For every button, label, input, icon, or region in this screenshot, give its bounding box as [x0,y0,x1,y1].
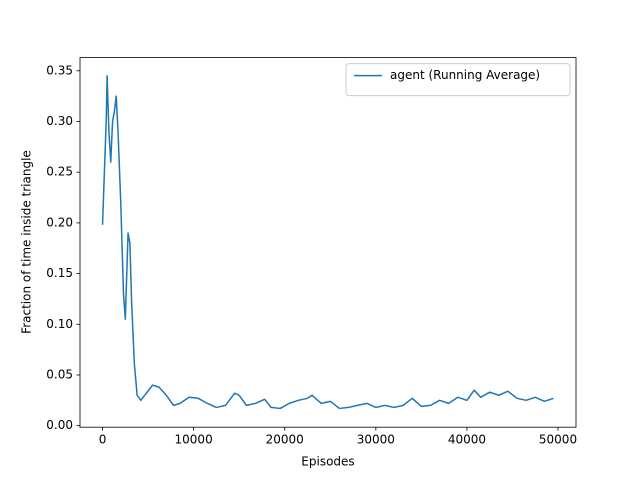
y-tick-label: 0.10 [46,317,73,331]
x-tick-label: 30000 [357,433,395,447]
x-tick-label: 10000 [175,433,213,447]
x-tick-label: 0 [99,433,107,447]
legend-label: agent (Running Average) [390,68,540,82]
plot-frame [79,57,577,428]
y-tick-label: 0.30 [46,114,73,128]
y-tick-label: 0.15 [46,266,73,280]
line [101,75,554,410]
x-tick-label: 50000 [539,433,577,447]
y-tick-label: 0.25 [46,165,73,179]
y-tick-label: 0.00 [46,418,73,432]
legend-box [345,63,571,97]
y-tick-label: 0.20 [46,215,73,229]
y-tick-label: 0.35 [46,63,73,77]
x-tick-label: 40000 [448,433,486,447]
x-axis-label: Episodes [301,455,354,469]
y-axis-label: Fraction of time inside triangle [20,150,34,334]
x-tick-label: 20000 [266,433,304,447]
y-tick-label: 0.05 [46,367,73,381]
